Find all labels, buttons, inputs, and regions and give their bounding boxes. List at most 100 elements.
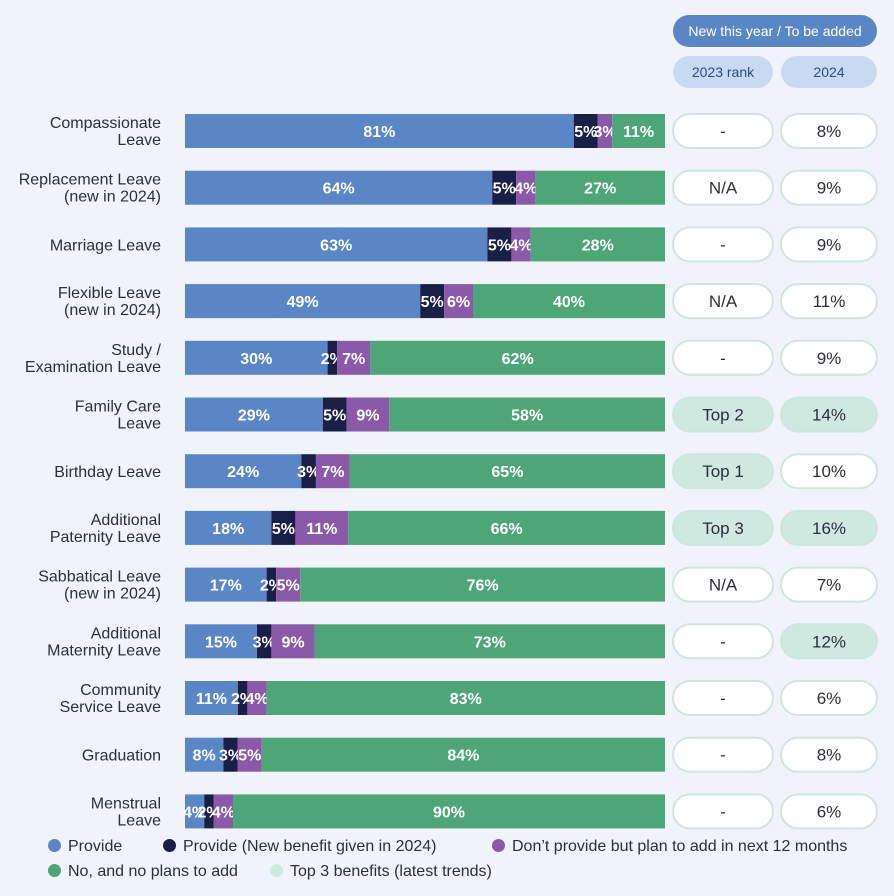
bar-segment-provide: [185, 170, 493, 205]
legend-item-no-plans: No, and no plans to add: [48, 863, 238, 881]
value-2024-pill: [780, 339, 878, 376]
rank-2023-value: N/A: [709, 576, 738, 595]
data-label-no-plans: 84%: [447, 748, 479, 765]
rank-2023-value: Top 2: [702, 406, 744, 425]
rank-2023-value: Top 1: [702, 462, 744, 481]
data-label-plan-to-add: 3%: [593, 124, 616, 141]
value-2024-pill: [780, 793, 878, 830]
legend-label-top3: Top 3 benefits (latest trends): [290, 863, 492, 880]
data-label-provide: 15%: [205, 634, 237, 651]
rank-2023-pill: [672, 396, 774, 433]
legend-label-no-plans: No, and no plans to add: [68, 863, 238, 880]
data-label-no-plans: 65%: [491, 464, 523, 481]
data-label-provide: 18%: [212, 521, 244, 538]
rank-2023-value: -: [720, 632, 726, 651]
rank-2023-pill: [672, 453, 774, 490]
value-2024-pill: [780, 169, 878, 206]
value-2024-pill: [780, 226, 878, 263]
value-2024: 9%: [817, 179, 842, 198]
bar-segment-plan-to-add: [237, 737, 262, 772]
value-2024-pill: [780, 736, 878, 773]
category-label: Flexible Leave: [58, 285, 161, 302]
header-new-this-year: New this year / To be added: [673, 15, 877, 47]
rank-2023-pill: [672, 623, 774, 660]
category-label: Sabbatical Leave: [38, 569, 161, 586]
rank-2023-value: -: [720, 122, 726, 141]
category-label: Additional: [91, 625, 161, 642]
category-label: Family Care: [75, 399, 161, 416]
data-label-plan-to-add: 5%: [238, 748, 261, 765]
rank-2023-pill: [672, 113, 774, 149]
category-label: Study /: [111, 342, 161, 359]
rank-2023-value: -: [720, 349, 726, 368]
rank-2023-value: N/A: [709, 292, 738, 311]
bar-segment-provide-new: [271, 510, 296, 545]
bar-segment-provide-new: [257, 624, 272, 659]
rank-2023-pill: [672, 169, 774, 206]
value-2024: 8%: [817, 746, 842, 765]
value-2024: 11%: [813, 292, 846, 311]
bar-segment-no-plans: [473, 284, 665, 319]
data-label-provide-new: 5%: [421, 294, 444, 311]
category-label: Leave: [117, 416, 161, 433]
value-2024-pill: [780, 623, 878, 660]
bar-segment-no-plans: [300, 567, 665, 602]
bar-segment-no-plans: [266, 681, 665, 715]
bar-segment-plan-to-add: [295, 510, 349, 545]
bar-segment-provide: [185, 340, 328, 375]
legend-label-provide: Provide: [68, 838, 123, 855]
bar-segment-no-plans: [348, 510, 665, 545]
rank-2023-pill: [672, 339, 774, 376]
data-label-no-plans: 62%: [502, 351, 534, 368]
bar-segment-provide: [185, 794, 205, 829]
value-2024: 6%: [817, 802, 842, 821]
rank-2023-value: -: [720, 802, 726, 821]
category-label: Paternity Leave: [50, 529, 161, 546]
bar-segment-provide: [185, 454, 302, 489]
data-label-no-plans: 58%: [511, 408, 543, 425]
category-label: Leave: [117, 132, 161, 149]
value-2024: 12%: [812, 632, 846, 651]
data-label-plan-to-add: 4%: [514, 181, 537, 198]
data-label-no-plans: 40%: [553, 294, 585, 311]
value-2024: 16%: [812, 519, 846, 538]
rank-2023-value: Top 3: [702, 519, 744, 538]
bar-segment-provide: [185, 397, 323, 432]
category-label: Birthday Leave: [54, 464, 161, 481]
bar-segment-provide-new: [573, 114, 598, 148]
category-label: Community: [80, 682, 161, 699]
legend-item-provide-new: Provide (New benefit given in 2024): [163, 838, 436, 856]
bar-segment-no-plans: [314, 624, 665, 659]
bar-segment-plan-to-add: [597, 114, 613, 148]
bar-segment-no-plans: [370, 340, 665, 375]
value-2024: 6%: [817, 689, 842, 708]
bar-segment-plan-to-add: [516, 170, 536, 205]
rank-2023-pill: [672, 680, 774, 716]
data-label-plan-to-add: 4%: [509, 237, 532, 254]
data-label-provide: 29%: [238, 408, 270, 425]
data-label-provide: 8%: [193, 748, 216, 765]
bar-segment-provide-new: [492, 170, 517, 205]
value-2024-pill: [780, 680, 878, 716]
legend-item-provide: Provide: [48, 838, 122, 856]
rank-2023-pill: [672, 566, 774, 603]
bar-segment-provide: [185, 114, 574, 148]
data-label-provide: 30%: [240, 351, 272, 368]
data-label-provide: 63%: [320, 237, 352, 254]
data-label-provide-new: 3%: [253, 634, 276, 651]
value-2024: 14%: [812, 406, 846, 425]
category-label: Compassionate: [50, 115, 161, 132]
rank-2023-pill: [672, 509, 774, 546]
value-2024-pill: [780, 113, 878, 149]
rank-2023-pill: [672, 226, 774, 263]
bar-segment-provide: [185, 681, 238, 715]
data-label-provide: 24%: [227, 464, 259, 481]
legend-label-provide-new: Provide (New benefit given in 2024): [183, 838, 437, 855]
bar-segment-provide-new: [322, 397, 347, 432]
category-label: Additional: [91, 512, 161, 529]
category-label: Leave: [117, 812, 161, 829]
category-label: Menstrual: [91, 795, 161, 812]
data-label-provide-new: 5%: [574, 124, 597, 141]
